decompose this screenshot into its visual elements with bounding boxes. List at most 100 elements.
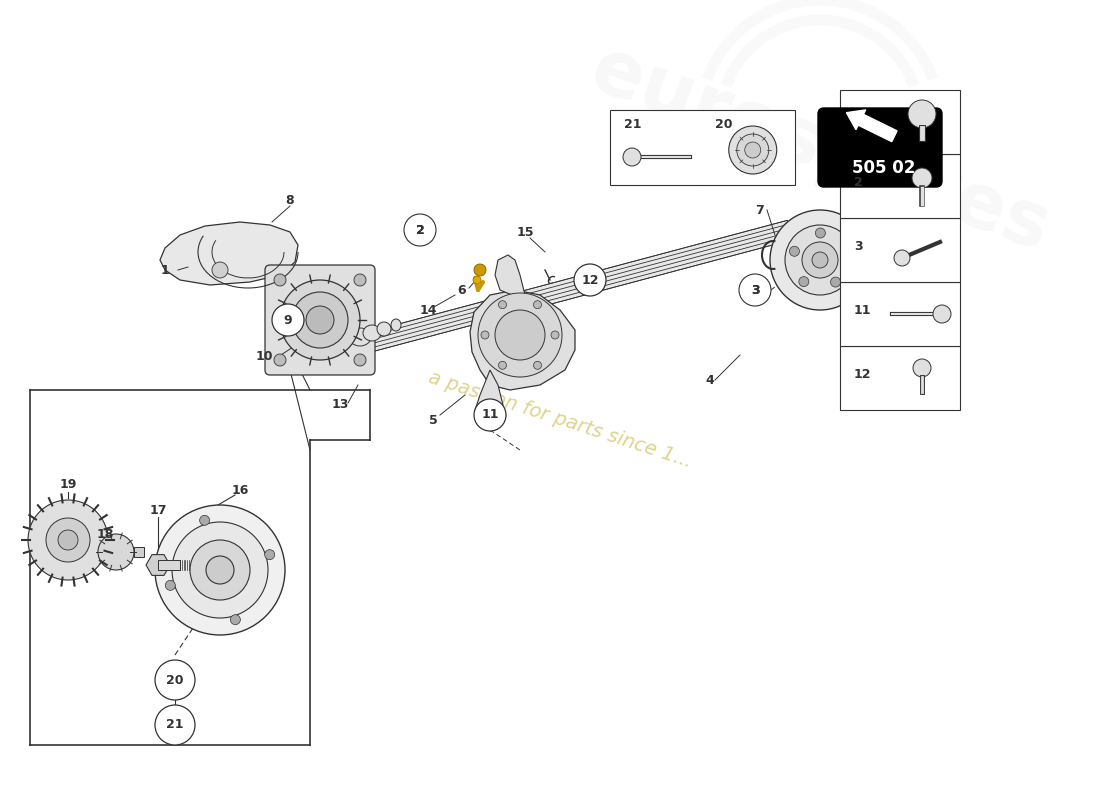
Text: 15: 15: [516, 226, 534, 238]
Circle shape: [206, 556, 234, 584]
Circle shape: [812, 252, 828, 268]
Circle shape: [28, 500, 108, 580]
Polygon shape: [146, 554, 170, 575]
Circle shape: [737, 134, 769, 166]
Text: 8: 8: [286, 194, 295, 206]
Circle shape: [354, 274, 366, 286]
Ellipse shape: [390, 319, 402, 331]
Circle shape: [498, 362, 506, 370]
Circle shape: [474, 399, 506, 431]
Circle shape: [830, 277, 840, 287]
Circle shape: [473, 276, 481, 284]
Circle shape: [495, 310, 544, 360]
Polygon shape: [338, 220, 793, 360]
Text: 16: 16: [231, 483, 249, 497]
Ellipse shape: [363, 325, 381, 341]
Circle shape: [481, 331, 490, 339]
Circle shape: [551, 331, 559, 339]
FancyArrow shape: [846, 110, 896, 142]
Text: 3: 3: [854, 239, 862, 253]
Text: 20: 20: [715, 118, 732, 130]
Text: 6: 6: [458, 283, 466, 297]
Text: 12: 12: [854, 367, 871, 381]
FancyBboxPatch shape: [265, 265, 375, 375]
Circle shape: [534, 362, 541, 370]
Text: 19: 19: [59, 478, 77, 491]
Circle shape: [155, 660, 195, 700]
Ellipse shape: [349, 328, 371, 346]
Circle shape: [172, 522, 268, 618]
Circle shape: [894, 250, 910, 266]
Circle shape: [274, 354, 286, 366]
Circle shape: [790, 246, 800, 256]
Ellipse shape: [377, 322, 390, 336]
Text: 13: 13: [331, 398, 349, 411]
FancyBboxPatch shape: [840, 154, 960, 218]
Circle shape: [623, 148, 641, 166]
Circle shape: [306, 306, 334, 334]
Polygon shape: [470, 290, 575, 390]
Text: 11: 11: [482, 409, 498, 422]
Circle shape: [474, 264, 486, 276]
Text: 5: 5: [429, 414, 438, 426]
Circle shape: [913, 359, 931, 377]
Text: 12: 12: [581, 274, 598, 286]
FancyBboxPatch shape: [840, 282, 960, 346]
Text: 3: 3: [750, 283, 759, 297]
Circle shape: [933, 305, 952, 323]
Circle shape: [58, 530, 78, 550]
Text: 1: 1: [854, 111, 862, 125]
Circle shape: [46, 518, 90, 562]
Circle shape: [739, 274, 771, 306]
Text: 3: 3: [750, 283, 759, 297]
Circle shape: [274, 274, 286, 286]
Circle shape: [155, 505, 285, 635]
Circle shape: [745, 142, 761, 158]
Text: 20: 20: [166, 674, 184, 686]
Text: 14: 14: [419, 303, 437, 317]
FancyBboxPatch shape: [158, 560, 180, 570]
Circle shape: [815, 228, 825, 238]
Circle shape: [292, 292, 348, 348]
FancyBboxPatch shape: [818, 108, 942, 187]
Circle shape: [230, 614, 241, 625]
Circle shape: [802, 242, 838, 278]
Text: eurospares: eurospares: [581, 33, 1059, 267]
Circle shape: [478, 293, 562, 377]
Circle shape: [840, 247, 850, 257]
Circle shape: [799, 277, 808, 286]
Circle shape: [498, 301, 506, 309]
FancyBboxPatch shape: [840, 346, 960, 410]
Circle shape: [404, 214, 436, 246]
FancyBboxPatch shape: [840, 90, 960, 154]
Circle shape: [912, 168, 932, 188]
Text: 1: 1: [161, 263, 169, 277]
Circle shape: [908, 100, 936, 128]
Text: 11: 11: [854, 303, 871, 317]
Circle shape: [280, 280, 360, 360]
Text: 2: 2: [416, 223, 425, 237]
Circle shape: [98, 534, 134, 570]
Text: 18: 18: [97, 529, 113, 542]
FancyBboxPatch shape: [134, 547, 144, 557]
Circle shape: [770, 210, 870, 310]
Text: 4: 4: [705, 374, 714, 386]
Circle shape: [265, 550, 275, 560]
Polygon shape: [495, 255, 525, 295]
Circle shape: [272, 304, 304, 336]
Text: 10: 10: [255, 350, 273, 363]
Text: 21: 21: [624, 118, 641, 130]
Circle shape: [534, 301, 541, 309]
Text: 2: 2: [854, 175, 862, 189]
Text: a passion for parts since 1...: a passion for parts since 1...: [426, 368, 694, 472]
Text: 2: 2: [416, 223, 425, 237]
Circle shape: [190, 540, 250, 600]
Text: 17: 17: [150, 503, 167, 517]
Polygon shape: [475, 370, 503, 425]
Circle shape: [165, 580, 175, 590]
Text: 505 02: 505 02: [852, 159, 915, 177]
Text: 9: 9: [284, 314, 293, 326]
Circle shape: [728, 126, 777, 174]
FancyBboxPatch shape: [610, 110, 795, 185]
Circle shape: [354, 354, 366, 366]
